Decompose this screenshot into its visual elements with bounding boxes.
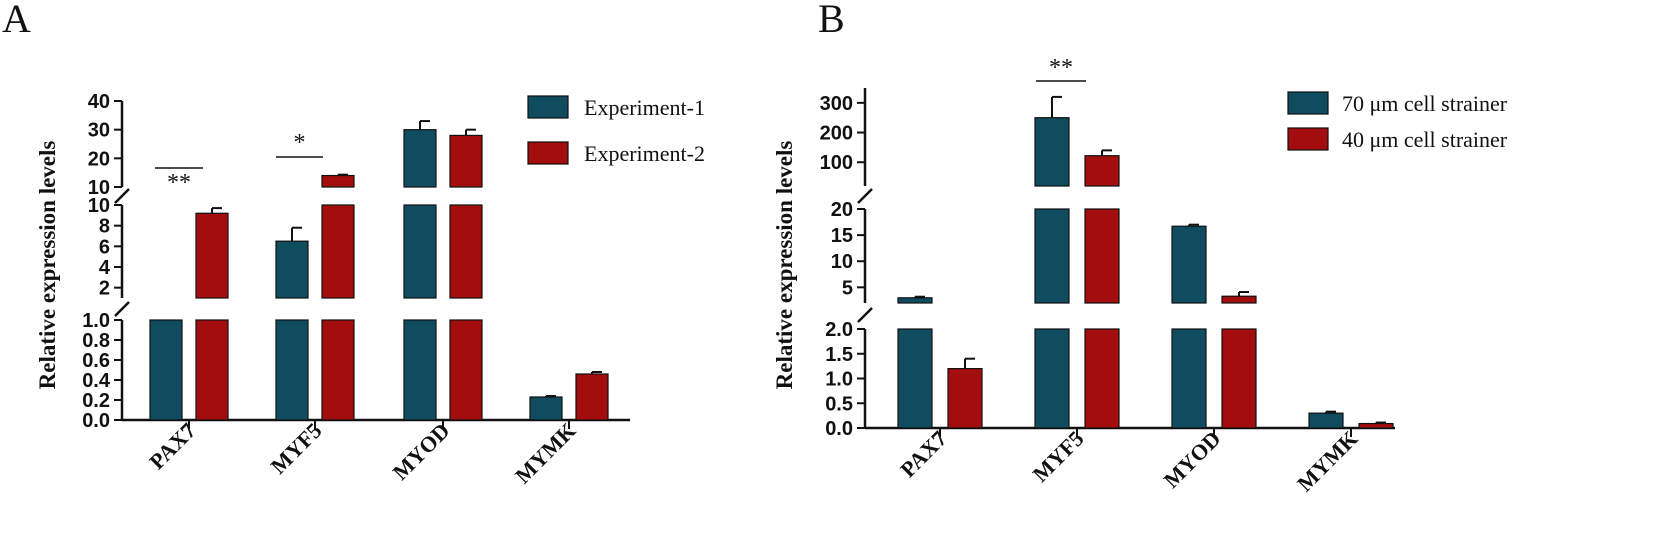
panel-b-bar-pax7-series-2 [947, 368, 983, 429]
panel-a-legend-label-1: Experiment-1 [584, 95, 705, 120]
panel-b-bar-myod-series-2 [1221, 295, 1257, 304]
panel-a-category-label-myod: MYOD [388, 418, 455, 485]
panel-a-significance-label-pax7: ** [167, 170, 191, 196]
panel-a-y-tick-label: 10 [88, 195, 110, 217]
panel-a-y-tick-label: 0.6 [82, 350, 110, 372]
panel-a-y-tick-label: 30 [88, 120, 110, 142]
panel-b-y-tick-label: 15 [831, 225, 853, 247]
panel-a-bar-myf5-series-1 [275, 240, 309, 299]
panel-b-bar-myf5-series-2 [1084, 328, 1120, 429]
panel-a-y-tick-label: 4 [99, 257, 111, 279]
panel-b-bar-myf5-series-1 [1034, 117, 1070, 187]
panel-b-category-label-pax7: PAX7 [895, 426, 951, 482]
panel-a-category-label-pax7: PAX7 [144, 418, 200, 474]
panel-a-bar-myod-series-1 [403, 319, 437, 421]
panel-a-bar-myod-series-1 [403, 129, 437, 188]
panel-a-y-tick-label: 0.8 [82, 330, 110, 352]
panel-a-y-axis-title: Relative expression levels [35, 141, 60, 390]
panel-b-bar-myod-series-1 [1171, 225, 1207, 304]
panel-a-bar-myf5-series-2 [321, 204, 355, 299]
panel-a-letter: A [2, 0, 31, 41]
panel-a-legend-swatch-2 [527, 141, 569, 165]
panel-a-y-tick-label: 20 [88, 148, 110, 170]
panel-a-y-tick-label: 1.0 [82, 310, 110, 332]
panel-a-y-tick-label: 6 [99, 236, 110, 258]
panel-b-letter: B [818, 0, 845, 41]
panel-b-axis-break-mark [857, 188, 873, 204]
panel-a-category-label-mymk: MYMK [510, 418, 580, 488]
panel-b-y-tick-label: 5 [842, 277, 853, 299]
panel-b-bar-myf5-series-2 [1084, 155, 1120, 187]
panel-b-y-tick-label: 0.5 [825, 393, 853, 415]
panel-a-axis-break-mark [114, 301, 130, 317]
panel-a-y-tick-label: 0.0 [82, 410, 110, 432]
panel-b-legend-label-2: 40 μm cell strainer [1342, 127, 1508, 152]
panel-a-bar-myod-series-2 [449, 204, 483, 299]
panel-b-y-tick-label: 300 [820, 93, 853, 115]
panel-a-bar-myod-series-2 [449, 134, 483, 188]
panel-a-bar-pax7-series-1 [149, 319, 183, 421]
panel-b-axis-break-mark [857, 307, 873, 323]
panel-a-bar-myf5-series-2 [321, 319, 355, 421]
panel-b-legend-swatch-1 [1287, 91, 1329, 115]
panel-b-bar-pax7-series-1 [897, 297, 933, 304]
panel-b-bar-myf5-series-2 [1084, 208, 1120, 304]
panel-b-chart: Relative expression levels 0.0 0.51.0 1.5 2… [772, 55, 1508, 496]
panel-b-category-label-myod: MYOD [1159, 426, 1226, 493]
panel-a-y-tick-label: 8 [99, 216, 110, 238]
panel-a-bar-myf5-series-1 [275, 319, 309, 421]
panel-b-y-tick-label: 0.0 [825, 418, 853, 440]
panel-b-bar-mymk-series-1 [1308, 412, 1344, 429]
panel-b-legend-label-1: 70 μm cell strainer [1342, 91, 1508, 116]
panel-b-bar-pax7-series-1 [897, 328, 933, 429]
panel-a-bar-mymk-series-2 [575, 373, 609, 421]
panel-b-category-label-myf5: MYF5 [1028, 426, 1089, 487]
panel-a-y-tick-label: 0.4 [82, 370, 111, 392]
panel-a-bar-myf5-series-2 [321, 174, 355, 188]
panel-b-legend-swatch-2 [1287, 127, 1329, 151]
panel-b-bar-myf5-series-1 [1034, 328, 1070, 429]
panel-b-bar-myod-series-2 [1221, 328, 1257, 429]
panel-b-y-tick-label: 200 [820, 123, 853, 145]
panel-a-chart: Relative expression levels 0.00.20.40.60… [35, 91, 705, 488]
panel-a-y-tick-label: 10 [88, 177, 110, 199]
panel-b-y-tick-label: 100 [820, 152, 853, 174]
panel-b-significance-label-myf5: ** [1049, 55, 1073, 81]
panel-a-legend-label-2: Experiment-2 [584, 141, 705, 166]
panel-a-bar-myod-series-2 [449, 319, 483, 421]
panel-a-bar-pax7-series-2 [195, 212, 229, 299]
panel-b-bar-mymk-series-2 [1358, 422, 1394, 429]
panel-a-significance-label-myf5: * [294, 130, 306, 156]
panel-a-legend-swatch-1 [527, 95, 569, 119]
panel-a-bar-mymk-series-1 [529, 396, 563, 421]
panel-a-bar-myod-series-1 [403, 204, 437, 299]
panel-b-y-axis-title: Relative expression levels [772, 141, 797, 390]
panel-b-bar-myf5-series-1 [1034, 208, 1070, 304]
panel-b-bar-myod-series-1 [1171, 328, 1207, 429]
panel-b-y-tick-label: 2.0 [825, 319, 853, 341]
panel-a-category-label-myf5: MYF5 [266, 418, 327, 479]
panel-b-y-tick-label: 1.5 [825, 344, 853, 366]
panel-a-bar-pax7-series-2 [195, 319, 229, 421]
panel-a-y-tick-label: 0.2 [82, 390, 110, 412]
panel-b-y-tick-label: 1.0 [825, 369, 853, 391]
panel-b-y-tick-label: 10 [831, 251, 853, 273]
panel-b-category-label-mymk: MYMK [1292, 426, 1362, 496]
panel-a-axis-break-mark [114, 188, 130, 204]
panel-a-y-tick-label: 2 [99, 278, 110, 300]
panel-a-y-tick-label: 40 [88, 91, 110, 113]
panel-b-y-tick-label: 20 [831, 199, 853, 221]
